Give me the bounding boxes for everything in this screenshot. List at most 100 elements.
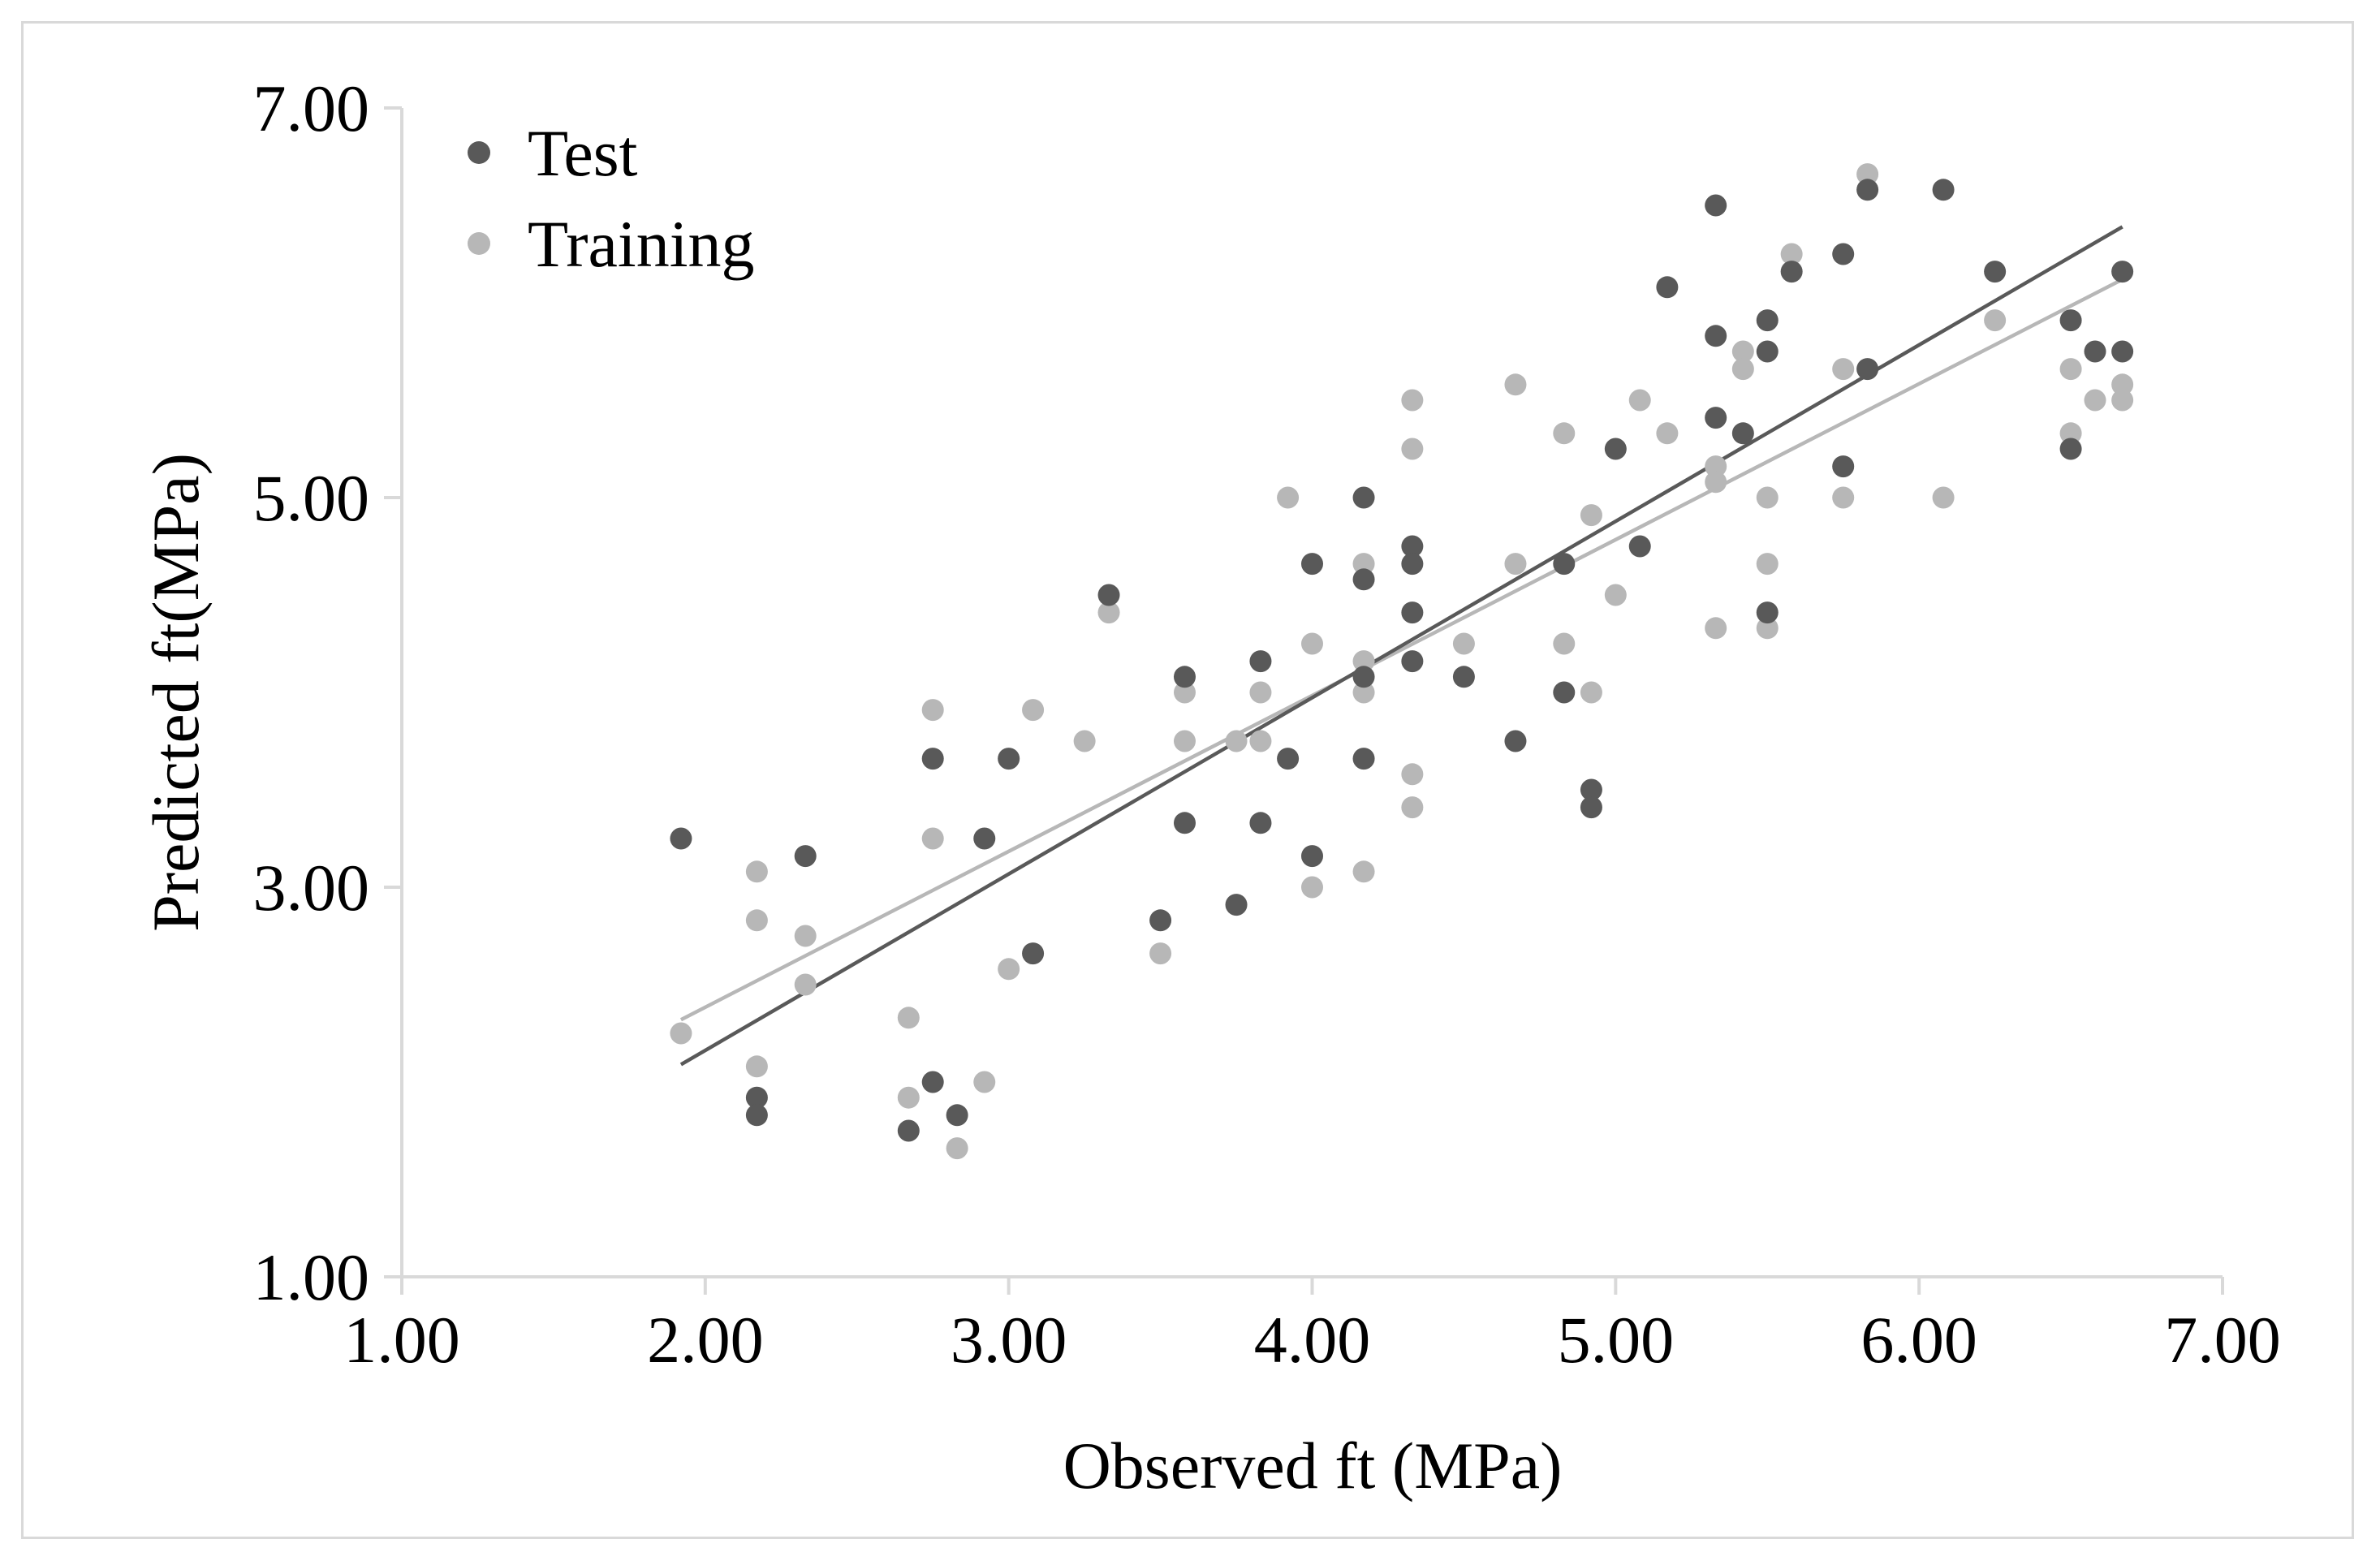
test-point [1656, 276, 1679, 299]
training-point [1401, 389, 1424, 412]
training-point [1249, 681, 1272, 704]
test-point [897, 1119, 920, 1142]
training-point [1756, 486, 1779, 509]
training-point [1401, 438, 1424, 460]
test-point [1856, 358, 1879, 381]
test-point [1756, 340, 1779, 363]
x-tick-label: 6.00 [1860, 1303, 1977, 1377]
y-tick-label: 1.00 [253, 1240, 370, 1314]
test-point [1401, 601, 1424, 624]
x-tick-label: 7.00 [2164, 1303, 2281, 1377]
test-point [2084, 340, 2106, 363]
training-point [1173, 681, 1196, 704]
test-point [1705, 325, 1727, 347]
training-point [1553, 422, 1576, 445]
training-point [1705, 455, 1727, 478]
test-point [1856, 179, 1879, 201]
training-point [1225, 730, 1248, 752]
y-tick-label: 5.00 [253, 461, 370, 535]
x-axis-title: Observed ft (MPa) [1063, 1429, 1563, 1502]
training-point [1504, 373, 1527, 396]
test-point [1553, 553, 1576, 576]
training-point [1022, 699, 1045, 722]
test-point [1352, 748, 1375, 770]
training-point [1352, 860, 1375, 883]
training-point [745, 1055, 768, 1078]
training-point [1756, 617, 1779, 640]
training-point [921, 827, 944, 850]
test-point [973, 827, 996, 850]
training-point [2059, 358, 2082, 381]
training-point [745, 909, 768, 932]
test-point [1225, 894, 1248, 916]
x-tick-label: 5.00 [1558, 1303, 1675, 1377]
test-point [1301, 553, 1323, 576]
training-point [1731, 340, 1754, 363]
y-tick-label: 3.00 [253, 851, 370, 925]
training-point [1149, 942, 1172, 965]
test-point [794, 845, 817, 868]
test-point [1022, 942, 1045, 965]
test-point [1173, 666, 1196, 688]
test-point [998, 748, 1020, 770]
training-point [1401, 796, 1424, 819]
test-point [1401, 650, 1424, 673]
training-point [670, 1022, 692, 1045]
test-point [1452, 666, 1475, 688]
training-point [1856, 163, 1879, 186]
chart-frame [21, 21, 2354, 1539]
training-point [1580, 681, 1602, 704]
test-point [1580, 778, 1602, 801]
test-point [1731, 422, 1754, 445]
x-tick-label: 3.00 [951, 1303, 1067, 1377]
test-point [1173, 812, 1196, 834]
x-tick-label: 2.00 [647, 1303, 764, 1377]
test-point [1832, 455, 1855, 478]
training-point [998, 958, 1020, 981]
training-point [1628, 389, 1651, 412]
axes [400, 108, 2223, 1278]
test-point [1984, 261, 2007, 283]
training-point [921, 699, 944, 722]
test-point [1580, 796, 1602, 819]
training-point [2084, 389, 2106, 412]
training-point [1173, 730, 1196, 752]
legend-marker-test [468, 141, 490, 164]
test-point [670, 827, 692, 850]
training-point [1832, 486, 1855, 509]
test-point [2111, 340, 2134, 363]
y-tick-label: 7.00 [253, 71, 370, 145]
test-point [1756, 601, 1779, 624]
y-ticks: 1.00 3.00 5.00 7.00 [253, 71, 402, 1314]
training-point [1932, 486, 1955, 509]
training-point [1553, 632, 1576, 655]
test-point [745, 1104, 768, 1127]
test-point [2059, 309, 2082, 332]
data-points [670, 163, 2134, 1160]
test-point [946, 1104, 968, 1127]
training-point [897, 1007, 920, 1029]
x-tick-label: 1.00 [343, 1303, 460, 1377]
test-point [1249, 650, 1272, 673]
training-point [1984, 309, 2007, 332]
test-point [1352, 486, 1375, 509]
training-point [1073, 730, 1096, 752]
training-point [2111, 389, 2134, 412]
test-point [1932, 179, 1955, 201]
training-point [1277, 486, 1300, 509]
training-point [1604, 584, 1627, 606]
training-point [1352, 553, 1375, 576]
training-point [1705, 617, 1727, 640]
test-point [1553, 681, 1576, 704]
test-point [1780, 261, 1803, 283]
training-point [1301, 632, 1323, 655]
test-point [1705, 407, 1727, 429]
test-point [1249, 812, 1272, 834]
training-point [1097, 601, 1120, 624]
training-point [794, 973, 817, 996]
test-point [2059, 438, 2082, 460]
training-point [1401, 763, 1424, 786]
test-point [1149, 909, 1172, 932]
training-point [1832, 358, 1855, 381]
x-ticks: 1.00 2.00 3.00 4.00 5.00 6.00 7.00 [343, 1277, 2281, 1377]
